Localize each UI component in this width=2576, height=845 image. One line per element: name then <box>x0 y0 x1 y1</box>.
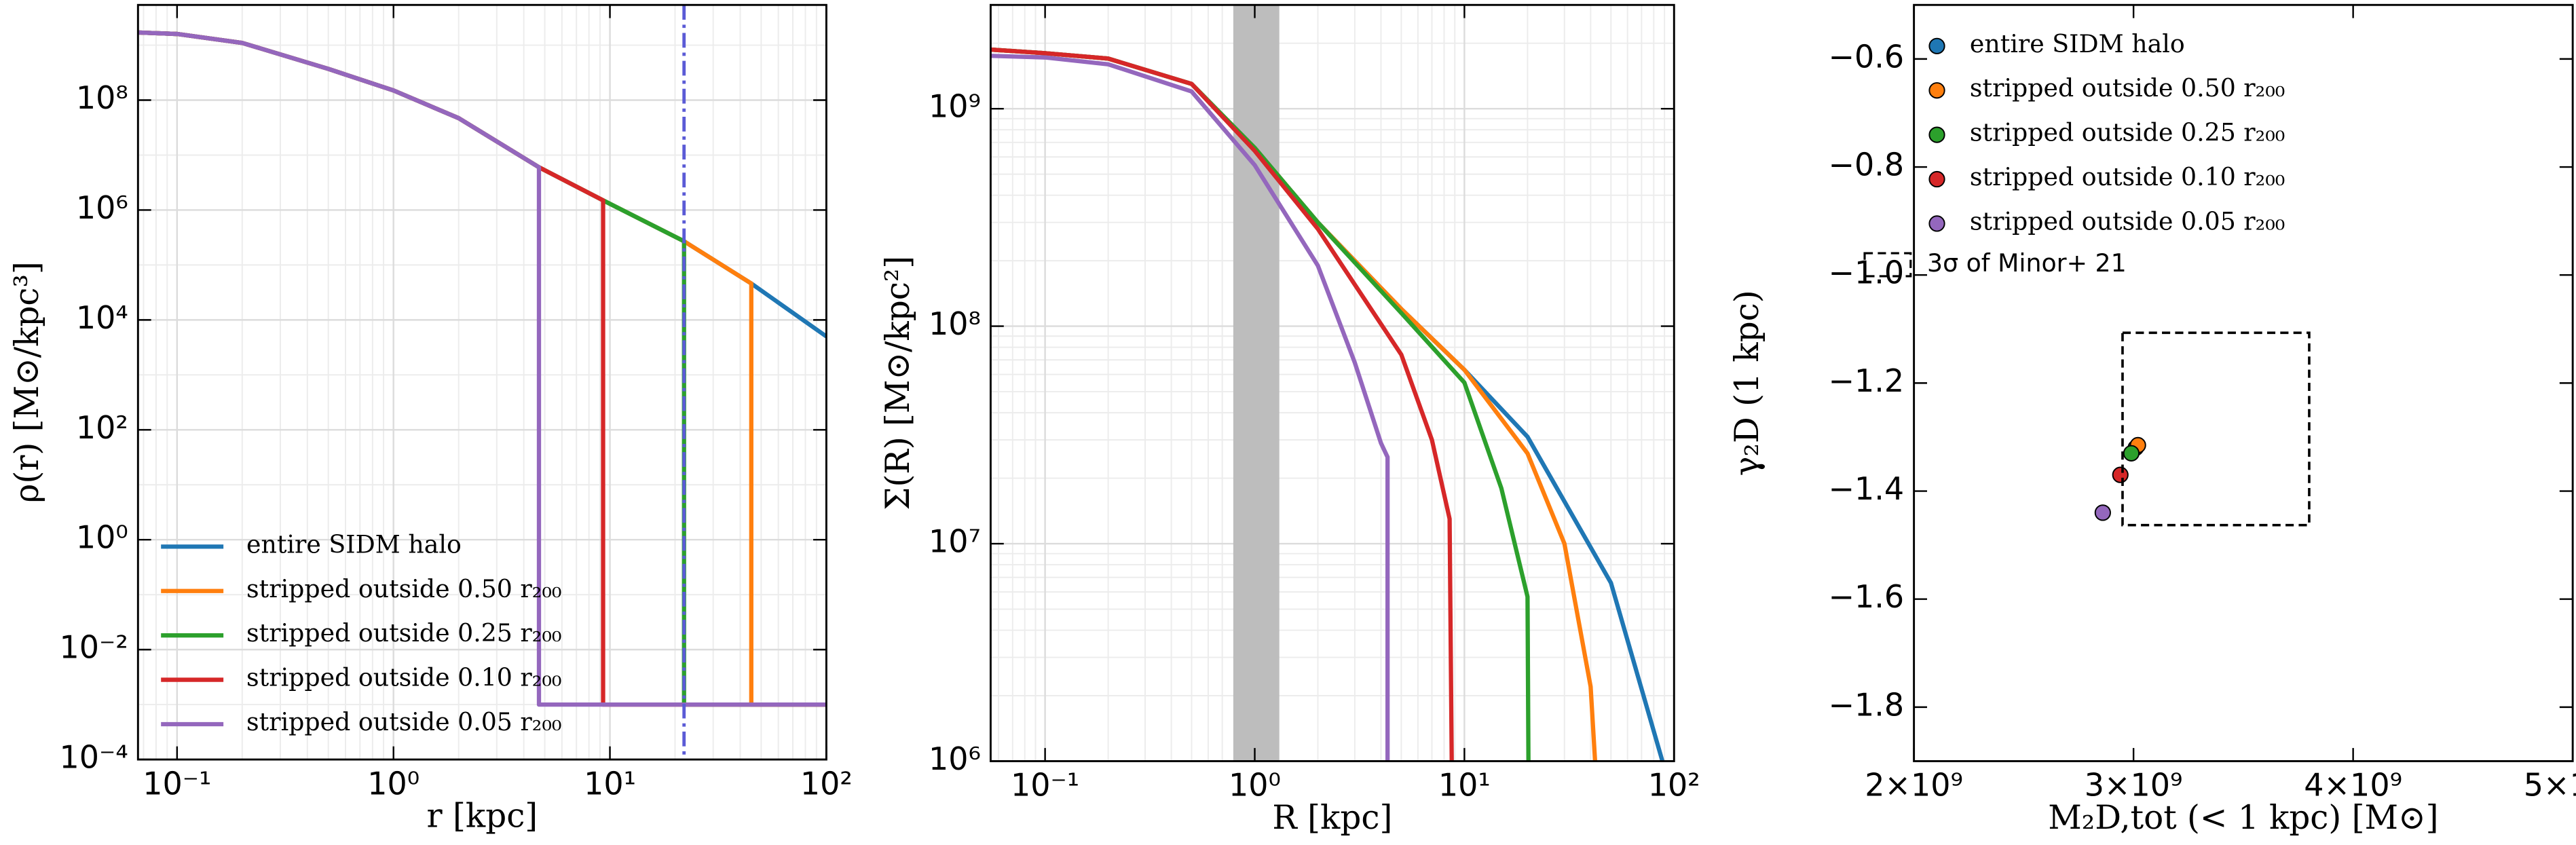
y-tick-label: 10² <box>76 409 128 446</box>
legend-swatch <box>1928 126 1945 143</box>
y-tick-label: 10⁻² <box>60 629 128 666</box>
y-tick-label: 10⁷ <box>929 523 981 560</box>
frame <box>136 3 827 761</box>
x-tick-label: 10² <box>800 765 853 802</box>
y-tick-label: 10⁻⁴ <box>60 739 128 776</box>
panel: 2×10⁹ 3×10⁹ 4×10⁹ 5×10⁹ −1.8 −1.6 −1.4 −1.2 −1.0… <box>1728 3 2576 837</box>
point <box>2112 466 2129 483</box>
x-tick-label: 10² <box>1648 767 1700 804</box>
legend-label: stripped outside 0.50 r₂₀₀ <box>246 574 561 603</box>
y-tick-label: −0.6 <box>1828 38 1904 75</box>
legend-swatch <box>1928 82 1945 99</box>
y-tick-label: −1.4 <box>1828 470 1904 507</box>
series-line <box>138 30 827 707</box>
y-axis-label: ρ(r) [M⊙/kpc³] <box>8 261 46 503</box>
series-line <box>138 30 827 339</box>
x-tick-label: 10⁻¹ <box>1011 767 1079 804</box>
y-tick-label: −1.6 <box>1828 578 1904 615</box>
legend-label: entire SIDM halo <box>246 529 462 559</box>
legend: entire SIDM halo stripped outside 0.50 r₂… <box>1863 29 2285 278</box>
plot-area <box>138 5 827 760</box>
panel: 10⁻¹ 10⁰ 10¹ 10² 10⁶ 10⁷ 10⁸ 10⁹ R [kpc] Σ(R) [M⊙… <box>879 3 1700 837</box>
y-axis-label: γ₂D (1 kpc) <box>1728 290 1766 476</box>
legend-label: entire SIDM halo <box>1970 29 2185 58</box>
y-tick-label: 10⁶ <box>76 189 128 226</box>
legend: entire SIDM halo stripped outside 0.50 r₂… <box>161 529 561 736</box>
legend-label: 3σ of Minor+ 21 <box>1927 248 2127 278</box>
legend-label: stripped outside 0.50 r₂₀₀ <box>1970 73 2285 102</box>
y-tick-label: 10⁴ <box>76 299 128 336</box>
legend-label: stripped outside 0.05 r₂₀₀ <box>246 707 561 736</box>
y-tick-label: 10⁸ <box>929 305 981 342</box>
y-tick-label: 10⁸ <box>76 79 128 116</box>
x-tick-label: 10⁻¹ <box>143 765 211 802</box>
legend-swatch <box>1928 170 1945 188</box>
legend-label: stripped outside 0.25 r₂₀₀ <box>1970 118 2285 147</box>
point <box>2094 504 2111 521</box>
frame <box>1913 3 2574 762</box>
y-tick-label: 10⁹ <box>929 88 981 125</box>
legend-label: stripped outside 0.10 r₂₀₀ <box>246 663 561 692</box>
legend-label: stripped outside 0.10 r₂₀₀ <box>1970 162 2285 191</box>
legend-label: stripped outside 0.25 r₂₀₀ <box>246 618 561 647</box>
frame <box>989 3 1675 762</box>
sigma-box <box>2121 331 2311 527</box>
shaded-band <box>1233 5 1280 762</box>
x-tick-label: 10⁰ <box>367 765 419 802</box>
series-line <box>990 54 1390 762</box>
x-tick-label: 10⁰ <box>1229 767 1281 804</box>
y-axis-label: Σ(R) [M⊙/kpc²] <box>879 256 917 510</box>
y-tick-label: −0.8 <box>1828 147 1904 183</box>
panel: 10⁻¹ 10⁰ 10¹ 10² 10⁻⁴ 10⁻² 10⁰ 10² 10⁴ 10⁶ 10⁸ enti… <box>8 3 853 835</box>
y-tick-label: −1.0 <box>1828 255 1904 291</box>
legend-swatch <box>1928 37 1945 54</box>
y-tick-label: −1.2 <box>1828 362 1904 399</box>
y-tick-label: −1.8 <box>1828 686 1904 723</box>
x-tick-label: 3×10⁹ <box>2085 767 2183 804</box>
legend-label: stripped outside 0.05 r₂₀₀ <box>1970 206 2285 236</box>
legend-swatch <box>1928 215 1945 232</box>
x-axis-label: r [kpc] <box>427 797 538 835</box>
y-tick-label: 10⁰ <box>76 519 128 556</box>
x-axis-label: M₂D,tot (< 1 kpc) [M⊙] <box>2048 799 2438 837</box>
x-axis-label: R [kpc] <box>1272 799 1392 837</box>
y-tick-label: 10⁶ <box>929 740 981 777</box>
plot-area <box>2094 331 2311 527</box>
x-tick-label: 10¹ <box>1438 767 1491 804</box>
point <box>2123 445 2140 462</box>
x-tick-label: 4×10⁹ <box>2304 767 2402 804</box>
series-line <box>990 47 1454 762</box>
legend-swatch <box>1863 252 1912 278</box>
x-tick-label: 5×10⁹ <box>2524 767 2576 804</box>
plot-area <box>990 5 1675 762</box>
x-tick-label: 10¹ <box>584 765 636 802</box>
x-tick-label: 2×10⁹ <box>1865 767 1963 804</box>
